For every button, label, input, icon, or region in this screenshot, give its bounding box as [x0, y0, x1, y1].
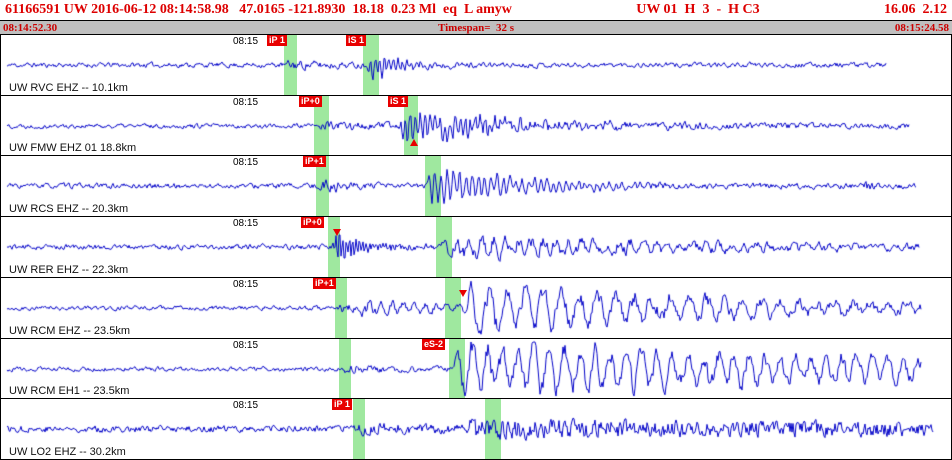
trace-time-label: 08:15 — [233, 157, 259, 169]
timespan-label: Timespan= 32 s — [437, 21, 515, 34]
phase-pick-label[interactable]: iP 1 — [332, 399, 352, 411]
event-header-mid: UW 01 H 3 - H C3 — [636, 2, 760, 17]
timespan-bar: 08:14:52.30 Timespan= 32 s 08:15:24.58 — [0, 20, 952, 35]
trace-time-label: 08:15 — [233, 278, 259, 290]
station-label: UW LO2 EHZ -- 30.2km — [9, 446, 126, 459]
station-label: UW RCS EHZ -- 20.3km — [9, 203, 129, 216]
window-end-time: 08:15:24.58 — [894, 21, 949, 34]
trace-panel-0[interactable]: 08:15 iP 1 iS 1 UW RVC EHZ -- 10.1km — [1, 35, 951, 96]
station-label: UW RCM EHZ -- 23.5km — [9, 324, 130, 337]
trace-panel-3[interactable]: 08:15 iP+0 UW RER EHZ -- 22.3km — [1, 217, 951, 278]
waveform-trace[interactable] — [1, 338, 951, 399]
station-label: UW RVC EHZ -- 10.1km — [9, 81, 128, 94]
trace-panel-1[interactable]: 08:15 iP+0 iS 1 UW FMW EHZ 01 18.8km — [1, 95, 951, 157]
waveform-trace[interactable] — [1, 35, 951, 95]
phase-pick-label[interactable]: iS 1 — [388, 95, 409, 107]
trace-time-label: 08:15 — [233, 339, 259, 351]
waveform-trace[interactable] — [1, 156, 951, 217]
waveform-trace[interactable] — [1, 95, 951, 156]
trace-time-label: 08:15 — [233, 36, 259, 47]
station-label: UW FMW EHZ 01 18.8km — [9, 142, 137, 155]
pick-marker — [459, 289, 467, 297]
phase-pick-label[interactable]: iP 1 — [267, 35, 287, 46]
waveform-trace[interactable] — [1, 277, 951, 338]
trace-panel-6[interactable]: 08:15 iP 1 UW LO2 EHZ -- 30.2km — [1, 399, 951, 460]
event-header: 61166591 UW 2016-06-12 08:14:58.98 47.01… — [0, 0, 952, 20]
station-label: UW RCM EH1 -- 23.5km — [9, 385, 130, 398]
trace-panel-2[interactable]: 08:15 iP+1 UW RCS EHZ -- 20.3km — [1, 156, 951, 218]
pick-marker — [333, 229, 341, 237]
phase-pick-label[interactable]: iP+0 — [301, 217, 324, 229]
phase-pick-label[interactable]: iS 1 — [346, 35, 367, 46]
trace-time-label: 08:15 — [233, 218, 259, 230]
event-header-left: 61166591 UW 2016-06-12 08:14:58.98 47.01… — [5, 2, 512, 17]
trace-panel-4[interactable]: 08:15 iP+1 UW RCM EHZ -- 23.5km — [1, 277, 951, 339]
phase-pick-label[interactable]: iP+1 — [313, 277, 336, 289]
phase-pick-label[interactable]: iP+1 — [303, 156, 326, 168]
window-start-time: 08:14:52.30 — [3, 21, 58, 34]
event-header-right: 16.06 2.12 — [883, 2, 947, 17]
station-label: UW RER EHZ -- 22.3km — [9, 263, 129, 276]
waveform-trace[interactable] — [1, 217, 951, 277]
trace-list: 08:15 iP 1 iS 1 UW RVC EHZ -- 10.1km 08:15 iP… — [0, 35, 952, 460]
phase-pick-label[interactable]: iP+0 — [299, 95, 322, 107]
pick-marker — [410, 139, 418, 147]
trace-panel-5[interactable]: 08:15 eS-2 UW RCM EH1 -- 23.5km — [1, 338, 951, 400]
phase-pick-label[interactable]: eS-2 — [422, 338, 446, 350]
waveform-trace[interactable] — [1, 399, 951, 460]
trace-time-label: 08:15 — [233, 400, 259, 412]
trace-time-label: 08:15 — [233, 96, 259, 108]
